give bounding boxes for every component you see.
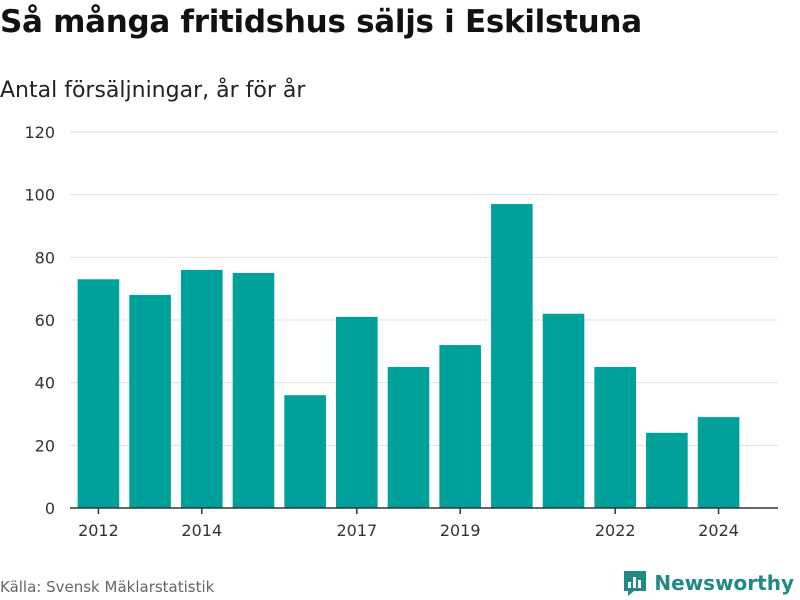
bar-2019 — [439, 345, 481, 508]
bar-chart-logo-icon — [624, 571, 647, 596]
bar-2013 — [129, 294, 171, 508]
bar-2021 — [542, 313, 585, 508]
bar-2017 — [336, 316, 378, 508]
bar-2022 — [594, 367, 637, 508]
brand-name: Newsworthy — [654, 571, 794, 595]
y-tick-label: 60 — [35, 311, 55, 330]
x-tick-label: 2022 — [595, 521, 636, 540]
bar-2023 — [646, 432, 688, 508]
bar-2012 — [77, 279, 120, 508]
y-tick-label: 20 — [35, 436, 55, 455]
y-tick-label: 0 — [45, 499, 55, 518]
bar-2024 — [697, 417, 740, 508]
chart-title: Så många fritidshus säljs i Eskilstuna — [0, 4, 642, 40]
x-tick-label: 2017 — [336, 521, 377, 540]
bar-2014 — [180, 269, 223, 508]
x-tick-label: 2012 — [78, 521, 119, 540]
brand-logo: Newsworthy — [622, 568, 794, 598]
bar-2020 — [491, 204, 533, 509]
bar-2016 — [284, 395, 326, 508]
x-tick-label: 2024 — [698, 521, 739, 540]
y-tick-label: 120 — [24, 123, 55, 142]
source-note: Källa: Svensk Mäklarstatistik — [0, 578, 215, 596]
bar-2015 — [232, 273, 275, 508]
y-tick-label: 40 — [35, 374, 55, 393]
x-tick-label: 2014 — [181, 521, 222, 540]
chart-subtitle: Antal försäljningar, år för år — [0, 78, 306, 103]
y-tick-label: 100 — [24, 186, 55, 205]
x-tick-label: 2019 — [440, 521, 481, 540]
bars — [77, 204, 740, 509]
y-axis-labels: 0 20 40 60 80 100 120 — [24, 123, 55, 518]
x-axis-labels: 2012 2014 2017 2019 2022 2024 — [78, 508, 739, 540]
bar-2018 — [387, 367, 430, 508]
y-tick-label: 80 — [35, 248, 55, 267]
